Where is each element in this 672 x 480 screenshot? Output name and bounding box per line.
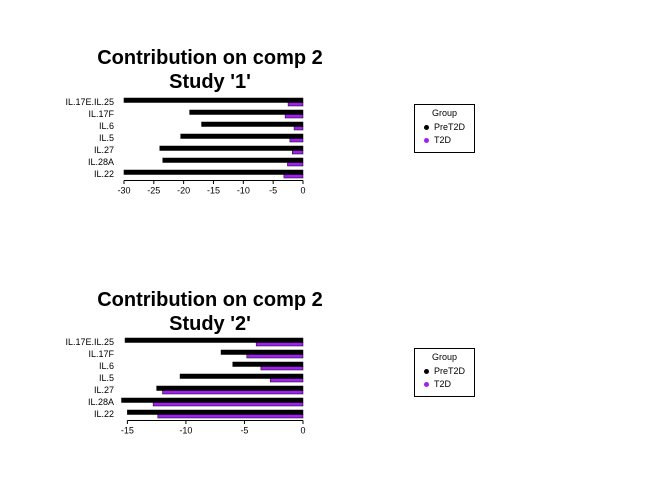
bar-T2D-IL.27 — [292, 150, 304, 155]
legend-title: Group — [432, 352, 458, 362]
legend-group-2: Group PreT2D T2D — [414, 348, 476, 397]
bar-T2D-IL.22 — [157, 414, 304, 419]
bar-T2D-IL.17E.IL.25 — [255, 342, 304, 347]
bar-T2D-IL.22 — [283, 174, 304, 179]
y-axis-label: IL.27 — [94, 385, 114, 395]
legend-entry-t2d: T2D — [424, 134, 465, 147]
legend-entry-label: T2D — [434, 379, 452, 389]
t2d-marker-icon — [424, 138, 429, 143]
bar-T2D-IL.17F — [284, 114, 304, 119]
chart1-title: Contribution on comp 2 — [97, 47, 323, 69]
bar-PreT2D-IL.17F — [189, 109, 304, 115]
y-axis-label: IL.5 — [99, 373, 114, 383]
bar-T2D-IL.28A — [287, 162, 304, 167]
y-axis-label: IL.28A — [88, 157, 114, 167]
bar-PreT2D-IL.6 — [232, 361, 304, 367]
legend-entry-label: PreT2D — [434, 122, 466, 132]
x-axis-tick-label: -5 — [240, 426, 248, 436]
x-axis-tick-label: 0 — [300, 186, 305, 196]
x-axis-tick-label: -15 — [121, 426, 134, 436]
bar-T2D-IL.5 — [289, 138, 304, 143]
x-axis-tick-label: -20 — [177, 186, 190, 196]
y-axis-label: IL.17F — [88, 109, 114, 119]
y-axis-label: IL.22 — [94, 169, 114, 179]
bar-PreT2D-IL.22 — [127, 409, 304, 415]
bar-PreT2D-IL.28A — [121, 397, 304, 403]
bar-PreT2D-IL.28A — [162, 157, 304, 163]
y-axis-label: IL.6 — [99, 361, 114, 371]
bar-PreT2D-IL.27 — [159, 145, 304, 151]
legend-entry-label: PreT2D — [434, 366, 466, 376]
x-axis-tick-label: -30 — [117, 186, 130, 196]
bar-T2D-IL.27 — [162, 390, 304, 395]
pret2d-marker-icon — [424, 125, 429, 130]
t2d-marker-icon — [424, 382, 429, 387]
pret2d-marker-icon — [424, 369, 429, 374]
y-axis-label: IL.5 — [99, 133, 114, 143]
legend-entry-label: T2D — [434, 135, 452, 145]
x-axis-tick-label: 0 — [300, 426, 305, 436]
bar-PreT2D-IL.5 — [180, 133, 304, 139]
legend-entry-t2d: T2D — [424, 378, 465, 391]
y-axis-label: IL.17E.IL.25 — [65, 97, 114, 107]
bar-PreT2D-IL.17E.IL.25 — [123, 97, 304, 103]
y-axis-label: IL.22 — [94, 409, 114, 419]
bar-T2D-IL.17E.IL.25 — [287, 102, 304, 107]
x-axis-tick-label: -25 — [147, 186, 160, 196]
bar-PreT2D-IL.6 — [201, 121, 304, 127]
bar-T2D-IL.5 — [269, 378, 304, 383]
legend-entry-pret2d: PreT2D — [424, 365, 465, 378]
y-axis-label: IL.17F — [88, 349, 114, 359]
bar-T2D-IL.6 — [293, 126, 304, 131]
legend-group-1: Group PreT2D T2D — [414, 104, 476, 153]
legend-entry-pret2d: PreT2D — [424, 121, 465, 134]
bar-T2D-IL.28A — [152, 402, 304, 407]
y-axis-label: IL.28A — [88, 397, 114, 407]
x-axis-tick-label: -15 — [207, 186, 220, 196]
bar-T2D-IL.17F — [246, 354, 304, 359]
bar-PreT2D-IL.17F — [220, 349, 304, 355]
bar-PreT2D-IL.17E.IL.25 — [124, 337, 304, 343]
bar-PreT2D-IL.22 — [123, 169, 304, 175]
chart2-title: Contribution on comp 2 — [97, 289, 323, 311]
chart-2-plot: IL.17E.IL.25 IL.17F IL.6 IL.5 IL.27 IL.28A IL.… — [65, 337, 305, 436]
legend-title: Group — [432, 108, 458, 118]
bar-T2D-IL.6 — [260, 366, 304, 371]
x-axis-tick-label: -10 — [179, 426, 192, 436]
x-axis-tick-label: -10 — [237, 186, 250, 196]
bar-PreT2D-IL.5 — [179, 373, 304, 379]
chart-1-plot: IL.17E.IL.25 IL.17F IL.6 IL.5 IL.27 IL.28A IL.… — [65, 97, 305, 196]
y-axis-label: IL.17E.IL.25 — [65, 337, 114, 347]
y-axis-label: IL.6 — [99, 121, 114, 131]
chart1-subtitle: Study '1' — [169, 71, 251, 93]
x-axis-tick-label: -5 — [269, 186, 277, 196]
bar-PreT2D-IL.27 — [156, 385, 304, 391]
chart2-subtitle: Study '2' — [169, 313, 251, 335]
y-axis-label: IL.27 — [94, 145, 114, 155]
